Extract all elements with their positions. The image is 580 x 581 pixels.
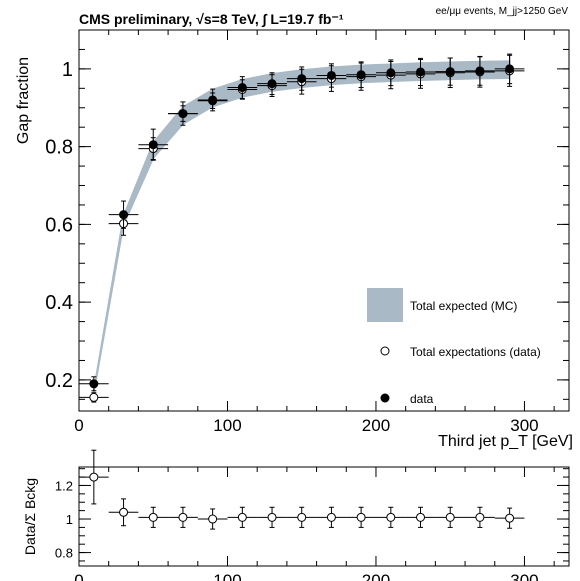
legend-expectation-label: Total expectations (data) — [410, 345, 541, 359]
top-x-tick-label: 100 — [213, 416, 241, 435]
top-filled-point — [119, 210, 129, 220]
top-filled-point — [416, 67, 426, 77]
ratio-open-point — [267, 512, 277, 522]
top-frame — [78, 29, 570, 412]
top-y-tick-label: 0.6 — [45, 214, 73, 236]
main-plot: 0 100 200 300 0.2 0.4 0.6 0.8 1 Third jet p_T [Ge… — [15, 29, 573, 450]
ratio-y-tick-label: 0.8 — [55, 546, 73, 561]
top-filled-point — [178, 109, 188, 119]
ratio-open-point — [89, 472, 99, 482]
ratio-frame — [78, 466, 570, 567]
top-open-point — [89, 392, 99, 402]
ratio-open-point — [148, 512, 158, 522]
top-filled-point — [208, 95, 218, 105]
ratio-open-point — [237, 512, 247, 522]
top-filled-point — [89, 379, 99, 389]
legend-mc-label: Total expected (MC) — [410, 299, 517, 313]
ratio-x-tick-label: 0 — [74, 571, 83, 581]
mc-band — [93, 60, 511, 395]
header-title: CMS preliminary, √s=8 TeV, ∫ L=19.7 fb⁻¹ — [79, 11, 344, 28]
ratio-open-point — [386, 512, 396, 522]
ratio-open-point — [505, 513, 515, 523]
top-x-tick-label: 200 — [362, 416, 390, 435]
ratio-open-point — [416, 512, 426, 522]
ratio-y-axis-label: Data/Σ Bckg — [22, 478, 38, 555]
ratio-open-point — [356, 512, 366, 522]
ratio-x-tick-label: 200 — [362, 571, 390, 581]
legend-data-label: data — [410, 392, 434, 406]
ratio-x-tick-label: 100 — [213, 571, 241, 581]
top-y-tick-label: 1 — [62, 59, 73, 81]
top-filled-point — [267, 79, 277, 89]
ratio-open-point — [178, 512, 188, 522]
top-y-tick-label: 0.2 — [45, 370, 73, 392]
top-filled-point — [237, 83, 247, 93]
ratio-y-tick-label: 1 — [66, 512, 73, 527]
ratio-open-point — [119, 507, 129, 517]
ratio-plot: 0 100 200 300 0.8 1 1.2 Data/Σ Bckg — [22, 449, 570, 581]
top-filled-point — [386, 68, 396, 78]
top-x-tick-label: 0 — [74, 416, 83, 435]
top-filled-point — [475, 66, 485, 76]
top-x-axis-label: Third jet p_T [GeV] — [438, 433, 573, 450]
top-filled-point — [445, 67, 455, 77]
top-filled-point — [356, 70, 366, 80]
ratio-x-tick-label: 300 — [510, 571, 538, 581]
top-y-tick-label: 0.4 — [45, 292, 73, 314]
ratio-y-tick-label: 1.2 — [55, 478, 73, 493]
header-selection: ee/μμ events, M_jj>1250 GeV — [436, 6, 569, 17]
ratio-open-point — [208, 514, 218, 524]
top-filled-point — [326, 70, 336, 80]
ratio-open-point — [297, 512, 307, 522]
top-y-tick-label: 0.8 — [45, 137, 73, 159]
ratio-open-point — [475, 512, 485, 522]
legend-open-marker — [380, 346, 390, 356]
top-y-axis-label: Gap fraction — [15, 57, 32, 144]
legend-mc-swatch — [367, 288, 403, 322]
top-filled-point — [148, 140, 158, 150]
ratio-open-point — [445, 512, 455, 522]
top-x-tick-label: 300 — [510, 416, 538, 435]
top-filled-point — [505, 64, 515, 74]
legend-filled-marker — [380, 393, 390, 403]
ratio-open-point — [326, 512, 336, 522]
top-filled-point — [297, 74, 307, 84]
